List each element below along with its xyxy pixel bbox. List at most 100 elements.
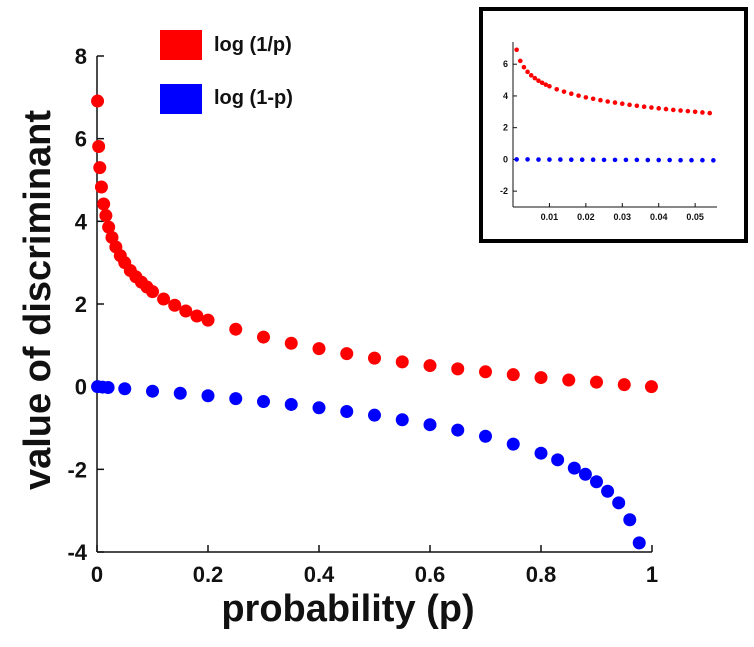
inset-point-log-1-over-p — [649, 105, 654, 110]
inset-point-log-1-minus-p — [514, 157, 519, 162]
main-point-log-1-over-p — [92, 140, 106, 154]
main-point-log-1-over-p — [201, 313, 215, 327]
inset-x-ticks: 0.01 0.02 0.03 0.04 0.05 — [541, 203, 704, 222]
main-point-log-1-over-p — [368, 351, 381, 365]
inset-point-log-1-minus-p — [590, 157, 596, 163]
main-y-tick-label: -2 — [67, 457, 87, 482]
inset-point-log-1-over-p — [634, 103, 640, 109]
main-point-log-1-minus-p — [534, 446, 548, 460]
inset-point-log-1-minus-p — [536, 157, 541, 162]
inset-series-log-1-over-p — [514, 47, 713, 116]
legend-label-log-1-minus-p: log (1-p) — [214, 87, 293, 109]
legend-swatch-log-1-over-p — [160, 30, 202, 60]
main-point-log-1-over-p — [91, 94, 105, 108]
main-y-tick-label: 8 — [75, 44, 87, 69]
inset-point-log-1-over-p — [514, 47, 519, 53]
inset-point-log-1-minus-p — [711, 158, 716, 163]
inset-point-log-1-over-p — [663, 106, 669, 112]
inset-point-log-1-over-p — [517, 58, 523, 64]
main-point-log-1-over-p — [395, 355, 409, 369]
inset-point-log-1-minus-p — [667, 157, 672, 163]
inset-x-tick-label: 0.04 — [650, 212, 668, 222]
inset-x-tick-label: 0.03 — [614, 212, 632, 222]
main-point-log-1-over-p — [97, 197, 111, 211]
inset-point-log-1-minus-p — [623, 157, 629, 163]
main-point-log-1-over-p — [644, 380, 658, 394]
inset-point-log-1-over-p — [536, 78, 541, 84]
main-x-tick-label: 0.6 — [415, 562, 446, 587]
main-point-log-1-over-p — [190, 309, 204, 323]
inset-point-log-1-over-p — [554, 86, 560, 92]
main-series-log-1-over-p — [91, 94, 658, 394]
main-point-log-1-over-p — [534, 371, 548, 385]
main-point-log-1-over-p — [312, 342, 326, 356]
main-x-ticks: 0 0.2 0.4 0.6 0.8 1 — [91, 545, 658, 587]
main-y-ticks: -4 -2 0 2 4 6 8 — [67, 44, 104, 565]
inset-x-tick-label: 0.05 — [686, 212, 704, 222]
inset-point-log-1-minus-p — [634, 157, 640, 163]
main-point-log-1-over-p — [102, 220, 116, 234]
inset-point-log-1-minus-p — [645, 157, 651, 163]
main-y-tick-label: 6 — [75, 127, 87, 152]
inset-point-log-1-over-p — [692, 109, 698, 115]
main-point-log-1-minus-p — [590, 475, 603, 489]
main-point-log-1-over-p — [617, 378, 631, 392]
main-point-log-1-minus-p — [173, 386, 187, 400]
main-point-log-1-over-p — [590, 375, 603, 389]
inset-point-log-1-over-p — [539, 80, 545, 86]
main-point-log-1-over-p — [94, 180, 108, 194]
inset-point-log-1-over-p — [590, 96, 596, 102]
main-point-log-1-over-p — [340, 347, 354, 361]
main-point-log-1-over-p — [562, 373, 576, 387]
inset-point-log-1-over-p — [605, 99, 611, 104]
inset-point-log-1-over-p — [678, 108, 683, 113]
main-point-log-1-minus-p — [632, 536, 646, 550]
main-point-log-1-minus-p — [506, 437, 520, 451]
inset-series-log-1-minus-p — [514, 157, 716, 163]
inset-point-log-1-over-p — [521, 64, 527, 70]
inset-point-log-1-over-p — [598, 97, 603, 103]
inset-point-log-1-over-p — [707, 110, 713, 116]
main-point-log-1-over-p — [423, 359, 437, 373]
main-y-tick-label: 2 — [75, 292, 87, 317]
inset-x-tick-label: 0.01 — [541, 212, 559, 222]
main-x-tick-label: 0.4 — [304, 562, 335, 587]
main-point-log-1-minus-p — [395, 413, 409, 427]
legend-swatch-log-1-minus-p — [160, 84, 202, 114]
main-point-log-1-minus-p — [612, 496, 626, 510]
inset-point-log-1-over-p — [656, 106, 662, 111]
main-point-log-1-minus-p — [257, 395, 270, 409]
inset-point-log-1-minus-p — [558, 157, 563, 162]
inset-point-log-1-over-p — [547, 83, 552, 89]
main-point-log-1-over-p — [179, 304, 193, 318]
inset-point-log-1-over-p — [627, 102, 632, 108]
inset-y-tick-label: 0 — [503, 154, 508, 164]
main-y-tick-label: 0 — [75, 375, 87, 400]
legend: log (1/p) log (1-p) — [160, 30, 293, 114]
main-point-log-1-minus-p — [284, 397, 298, 411]
inset-point-log-1-over-p — [670, 107, 676, 113]
inset-point-log-1-over-p — [543, 82, 549, 87]
legend-label-log-1-over-p: log (1/p) — [214, 34, 292, 56]
main-point-log-1-minus-p — [312, 401, 326, 415]
main-plot: -4 -2 0 2 4 6 8 0 0.2 0.4 0.6 0.8 1 value of discri… — [17, 44, 658, 630]
main-point-log-1-over-p — [284, 336, 298, 350]
main-point-log-1-minus-p — [578, 467, 592, 481]
y-axis-label: value of discriminant — [17, 110, 59, 490]
main-point-log-1-minus-p — [601, 484, 615, 498]
inset-point-log-1-over-p — [700, 110, 705, 115]
inset-point-log-1-minus-p — [612, 157, 618, 163]
main-point-log-1-minus-p — [423, 418, 437, 432]
main-x-tick-label: 0.8 — [526, 562, 557, 587]
inset-point-log-1-minus-p — [547, 157, 552, 162]
inset-point-log-1-over-p — [525, 69, 530, 75]
main-y-tick-label: 4 — [75, 209, 88, 234]
inset-point-log-1-over-p — [583, 95, 589, 100]
inset-y-tick-label: -2 — [500, 186, 508, 196]
main-point-log-1-over-p — [479, 365, 492, 379]
inset-point-log-1-minus-p — [689, 157, 694, 163]
main-point-log-1-over-p — [99, 209, 113, 223]
main-series-log-1-minus-p — [91, 380, 646, 550]
inset-plot: -2 0 2 4 6 0.01 0.02 0.03 0.04 0.05 — [479, 7, 748, 243]
